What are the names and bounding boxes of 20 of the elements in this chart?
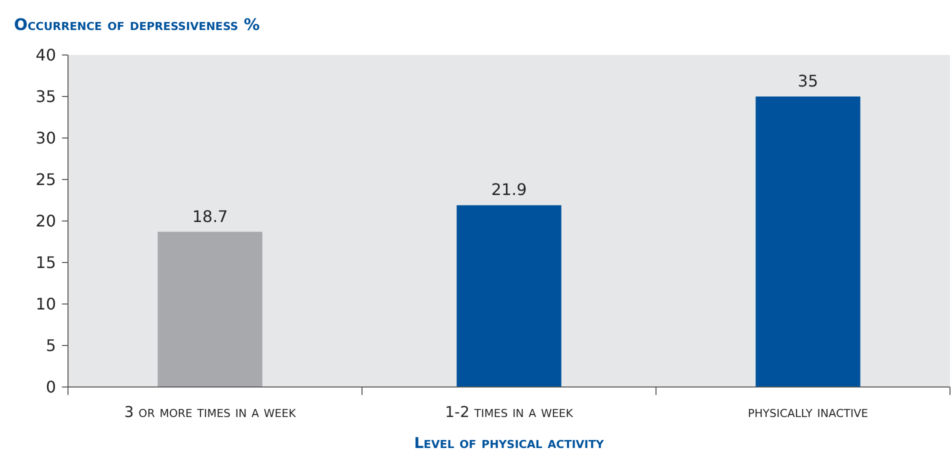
bar xyxy=(456,205,562,387)
y-tick-label: 15 xyxy=(36,253,56,272)
y-tick-label: 20 xyxy=(36,212,56,231)
bar xyxy=(158,232,262,387)
y-tick-label: 0 xyxy=(46,378,56,397)
x-tick-label: physically inactive xyxy=(748,403,868,421)
x-axis-title: Level of physical activity xyxy=(414,434,605,452)
bar xyxy=(756,96,860,387)
y-tick-label: 10 xyxy=(36,294,56,314)
y-tick-label: 35 xyxy=(36,87,56,106)
y-tick-label: 40 xyxy=(36,46,56,65)
data-label: 18.7 xyxy=(192,206,228,226)
y-tick-label: 25 xyxy=(36,170,56,190)
x-tick-label: 3 or more times in a week xyxy=(124,403,297,421)
data-label: 35 xyxy=(798,72,818,90)
y-axis-title: Occurrence of depressiveness % xyxy=(14,15,260,34)
data-label: 21.9 xyxy=(491,180,527,200)
x-tick-label: 1-2 times in a week xyxy=(445,403,574,421)
y-tick-label: 5 xyxy=(46,336,56,356)
y-tick-label: 30 xyxy=(36,128,56,148)
